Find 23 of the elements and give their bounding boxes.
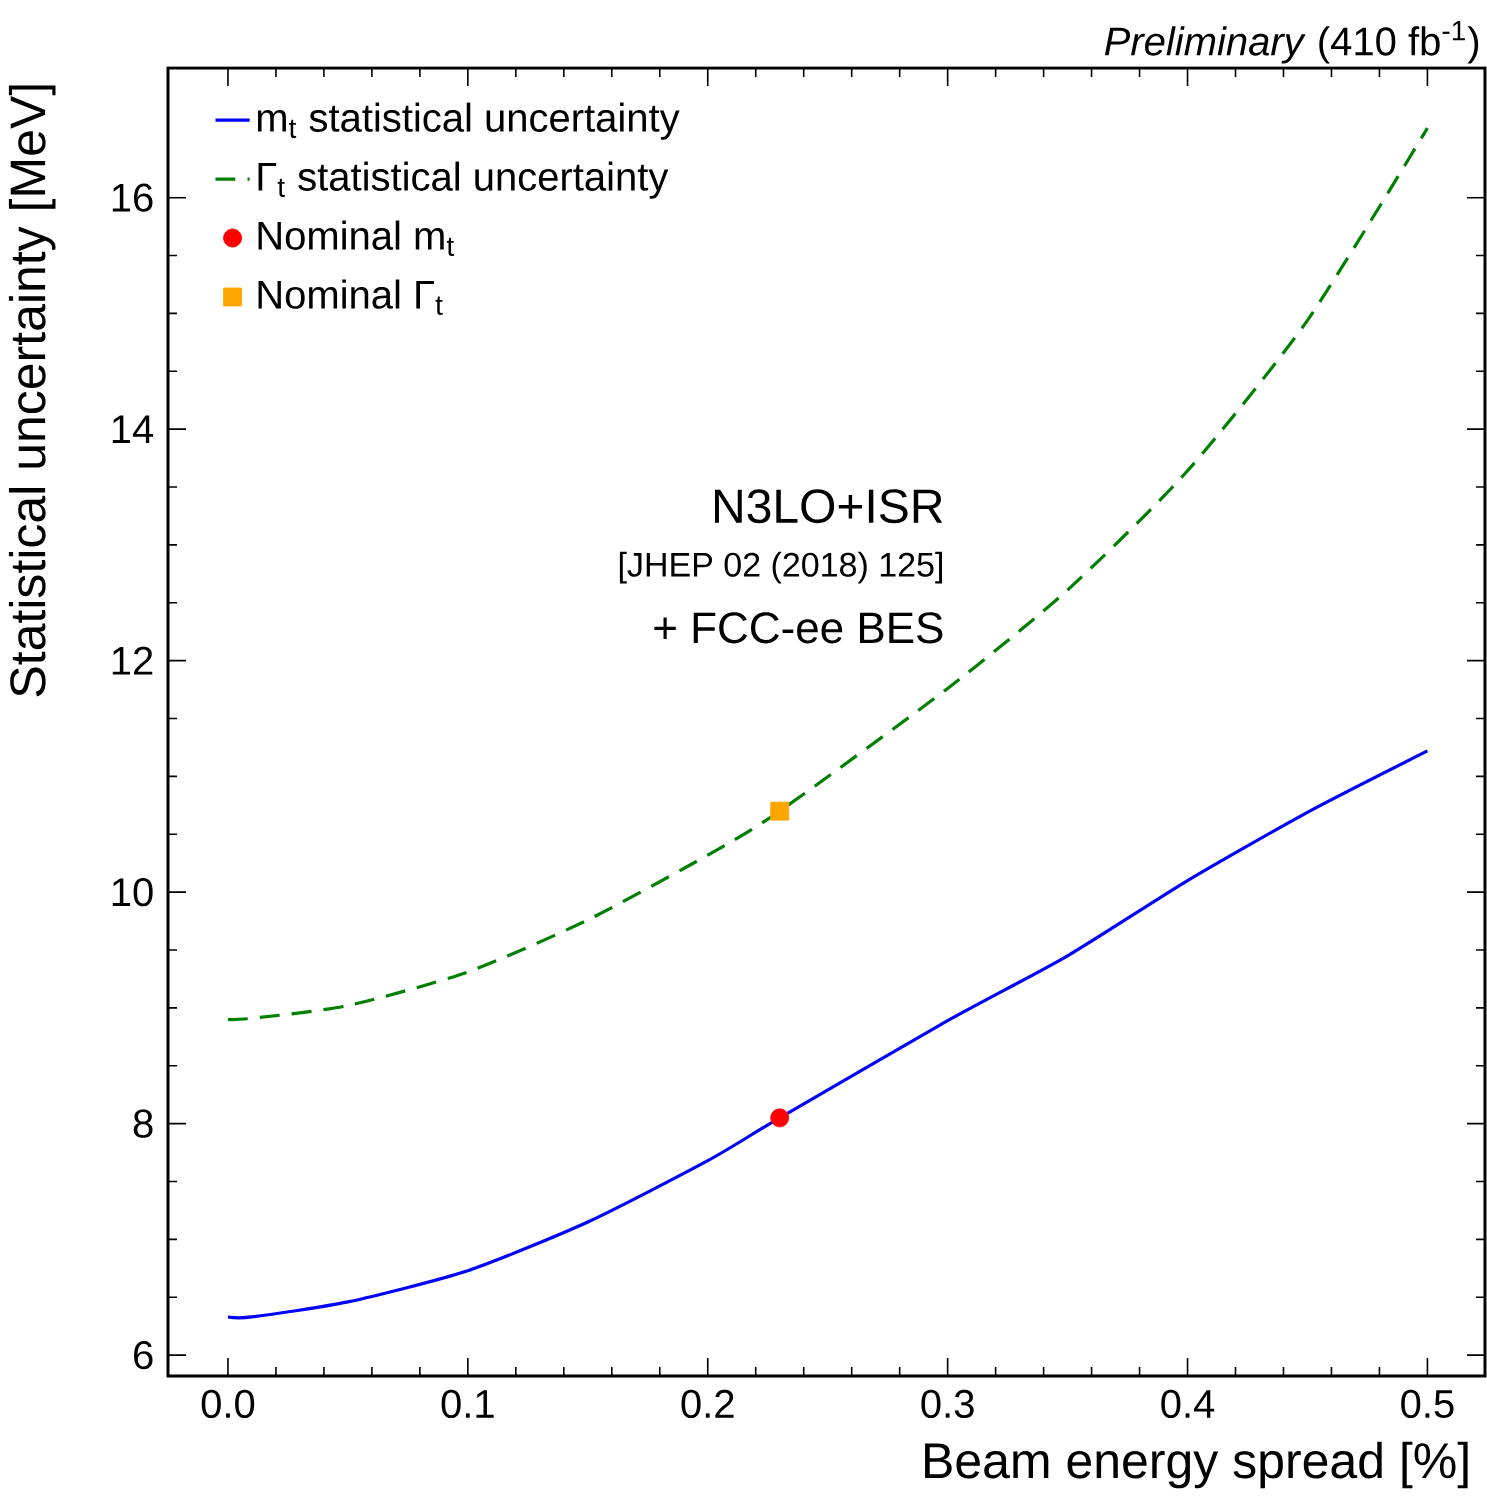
annotation: N3LO+ISR xyxy=(714,489,943,524)
legend-label: Γ$_{t}$ statistical uncertainty xyxy=(258,161,669,199)
x-tick-label: 0.0 xyxy=(201,1389,255,1419)
annotation: + FCC-ee BES xyxy=(654,612,943,644)
legend-label: Nominal m$_{t}$ xyxy=(258,220,454,256)
x-tick-label: 0.2 xyxy=(681,1389,734,1419)
x-tick-label: 0.5 xyxy=(1401,1389,1454,1419)
y-tick-label: 10 xyxy=(112,878,153,907)
y-axis-title: Statistical uncertainty [MeV] xyxy=(8,85,56,697)
line-series xyxy=(226,749,1430,1320)
text: Preliminary (410 fb$^{-1}$) xyxy=(1104,20,1479,64)
x-tick-label: 0.1 xyxy=(441,1389,494,1419)
x-tick-label: 0.3 xyxy=(921,1389,974,1419)
y-tick-label: 8 xyxy=(133,1109,153,1138)
legend-label: m$_{t}$ statistical uncertainty xyxy=(257,102,680,140)
x-tick-label: 0.4 xyxy=(1161,1389,1215,1419)
legend-label: Nominal Γ$_{t}$ xyxy=(258,279,443,315)
y-tick-label: 12 xyxy=(112,646,153,675)
annotation: [JHEP 02 (2018) 125] xyxy=(619,551,942,584)
x-axis-title: Beam energy spread [%] xyxy=(925,1441,1468,1489)
y-tick-label: 16 xyxy=(112,183,153,212)
y-tick-label: 6 xyxy=(134,1341,153,1370)
y-tick-label: 14 xyxy=(112,415,154,443)
